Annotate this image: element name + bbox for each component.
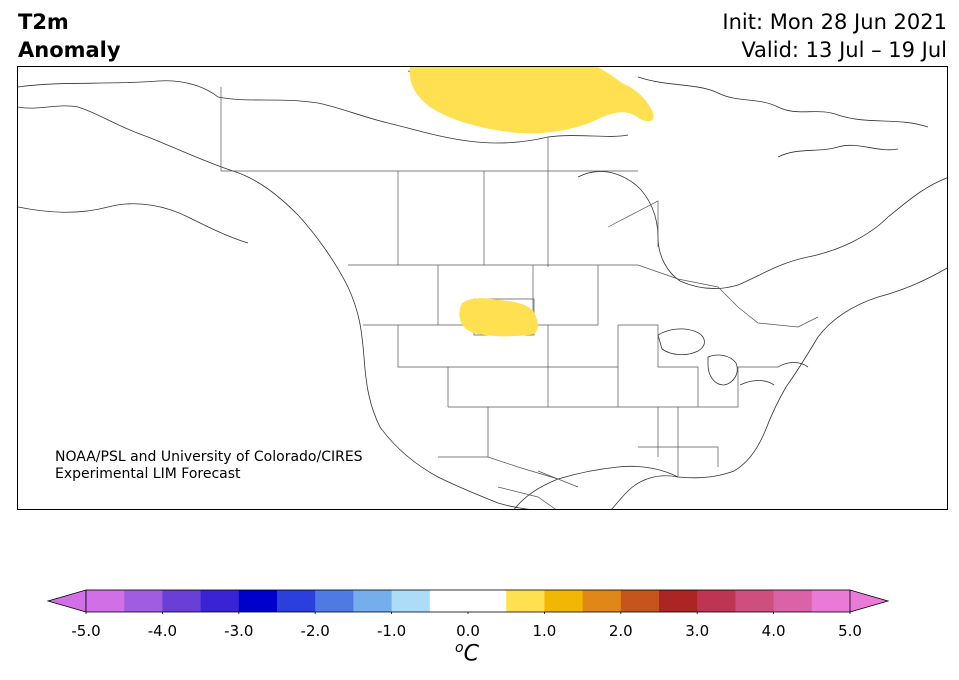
map-title: T2m Anomaly — [18, 8, 121, 64]
southeast-states-borders — [638, 407, 719, 477]
colorbar-bin — [735, 590, 775, 612]
colorbar-tick-label: 1.0 — [532, 622, 557, 640]
anomaly-area-wyoming — [459, 298, 538, 337]
ontario-quebec-border — [607, 200, 659, 247]
colorbar-tick-label: -3.0 — [224, 622, 254, 640]
colorbar-tick-label: -1.0 — [376, 622, 407, 640]
credit-line-2: Experimental LIM Forecast — [55, 466, 241, 482]
colorbar-extend-high — [849, 589, 890, 613]
colorbar-bin — [468, 590, 507, 612]
colorbar-bin — [162, 590, 202, 612]
lake-erie — [739, 380, 775, 386]
gulf-coast — [514, 465, 679, 509]
colorbar-bin — [86, 590, 125, 612]
colorbar-bin — [773, 590, 813, 612]
unit-letter: C — [463, 641, 479, 667]
colorbar — [46, 589, 890, 614]
colorbar-tick-label: 3.0 — [685, 622, 710, 640]
init-date: Init: Mon 28 Jun 2021 — [722, 10, 947, 34]
political-borders — [220, 67, 819, 509]
central-states-borders — [397, 325, 619, 407]
valid-date: Valid: 13 Jul – 19 Jul — [741, 38, 947, 62]
lake-huron — [707, 354, 738, 386]
lake-superior — [657, 328, 705, 355]
colorbar-bin — [620, 590, 660, 612]
colorbar-bin — [315, 590, 354, 612]
map-canvas — [18, 67, 947, 509]
anomaly-shading — [409, 67, 654, 337]
colorbar-bin — [238, 590, 278, 612]
colorbar-tick-label: 4.0 — [761, 622, 786, 640]
colorbar-tick-label: 5.0 — [838, 622, 862, 640]
colorbar-bin — [697, 590, 736, 612]
eastern-states-borders — [618, 324, 778, 457]
us-mexico-border — [438, 456, 559, 480]
colorbar-extend-low — [46, 589, 87, 613]
arctic-coast — [18, 80, 629, 144]
colorbar-bin — [429, 590, 469, 612]
colorbar-unit-label: oC — [455, 640, 479, 666]
colorbar-bin — [200, 590, 240, 612]
colorbar-bin — [353, 590, 393, 612]
colorbar-tick-label: -5.0 — [71, 622, 101, 640]
quebec-north-coast — [777, 144, 899, 158]
colorbar-tick-label: 2.0 — [608, 622, 633, 640]
colorbar-tick-label: -4.0 — [147, 622, 178, 640]
colorbar-bin — [582, 590, 622, 612]
colorbar-bin — [124, 590, 163, 612]
credit-text: NOAA/PSL and University of Colorado/CIRE… — [55, 449, 363, 483]
alaska-south-coast — [18, 203, 249, 244]
baffin-coast — [637, 76, 929, 128]
atlantic-coast — [611, 267, 947, 509]
southwest-states-borders — [448, 367, 619, 457]
mexico-state-borders — [497, 470, 579, 509]
title-line-1: T2m — [18, 10, 69, 34]
west-coast — [18, 105, 530, 509]
colorbar-bin — [277, 590, 316, 612]
colorbar-bin — [506, 590, 545, 612]
colorbar-bin — [659, 590, 698, 612]
colorbar-bin — [391, 590, 431, 612]
forecast-dates: Init: Mon 28 Jun 2021 Valid: 13 Jul – 19… — [722, 8, 947, 64]
colorbar-tick-label: -2.0 — [300, 622, 330, 640]
map-panel — [17, 66, 948, 510]
colorbar-bin — [811, 590, 851, 612]
us-canada-east-border — [637, 264, 819, 328]
colorbar-tick-label: 0.0 — [456, 622, 480, 640]
colorbar-bin — [544, 590, 584, 612]
title-line-2: Anomaly — [18, 38, 121, 62]
degree-symbol: o — [455, 640, 464, 656]
credit-line-1: NOAA/PSL and University of Colorado/CIRE… — [55, 449, 363, 465]
lake-ontario — [777, 362, 809, 368]
anomaly-area-arctic — [409, 67, 654, 134]
coastlines — [18, 70, 947, 509]
labrador-coast — [737, 177, 947, 286]
